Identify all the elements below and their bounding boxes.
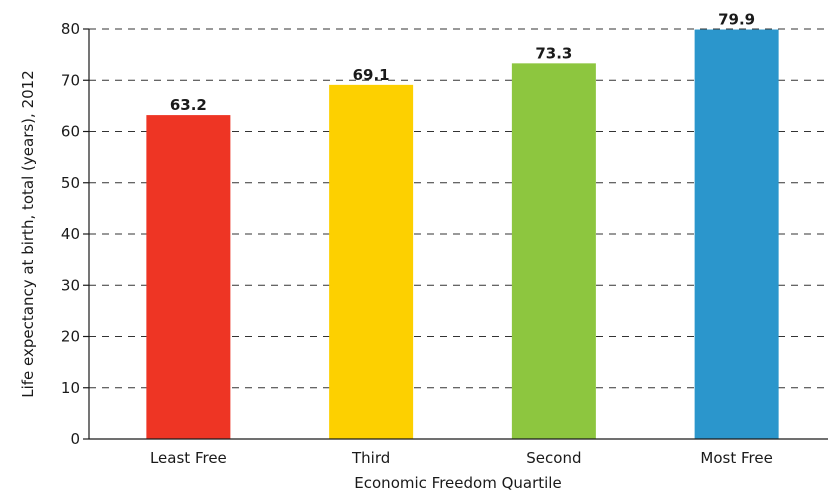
x-tick-labels: Least Free Third Second Most Free — [150, 449, 773, 467]
data-label: 73.3 — [535, 44, 572, 62]
y-tick-label: 70 — [61, 71, 80, 89]
data-labels: 63.2 69.1 73.3 79.9 — [170, 11, 755, 115]
x-tick-label: Least Free — [150, 449, 227, 467]
y-tick-label: 80 — [61, 20, 80, 38]
y-tick-label: 0 — [70, 430, 80, 448]
y-axis-title: Life expectancy at birth, total (years),… — [19, 70, 37, 398]
data-label: 63.2 — [170, 96, 207, 114]
bar — [146, 115, 231, 439]
x-tick-label: Second — [526, 449, 581, 467]
y-tick-label: 60 — [61, 123, 80, 141]
data-label: 79.9 — [718, 11, 755, 29]
y-tick-labels: 0 10 20 30 40 50 60 70 80 — [61, 20, 89, 448]
bar — [694, 29, 779, 439]
x-tick-label: Most Free — [700, 449, 772, 467]
y-tick-label: 10 — [61, 379, 80, 397]
x-tick-label: Third — [351, 449, 390, 467]
data-label: 69.1 — [353, 66, 390, 84]
y-tick-label: 40 — [61, 225, 80, 243]
y-tick-label: 50 — [61, 174, 80, 192]
y-tick-label: 20 — [61, 328, 80, 346]
bars — [146, 29, 779, 440]
bar — [511, 63, 596, 440]
bar — [329, 84, 414, 440]
x-axis-title: Economic Freedom Quartile — [354, 474, 561, 492]
y-tick-label: 30 — [61, 276, 80, 294]
